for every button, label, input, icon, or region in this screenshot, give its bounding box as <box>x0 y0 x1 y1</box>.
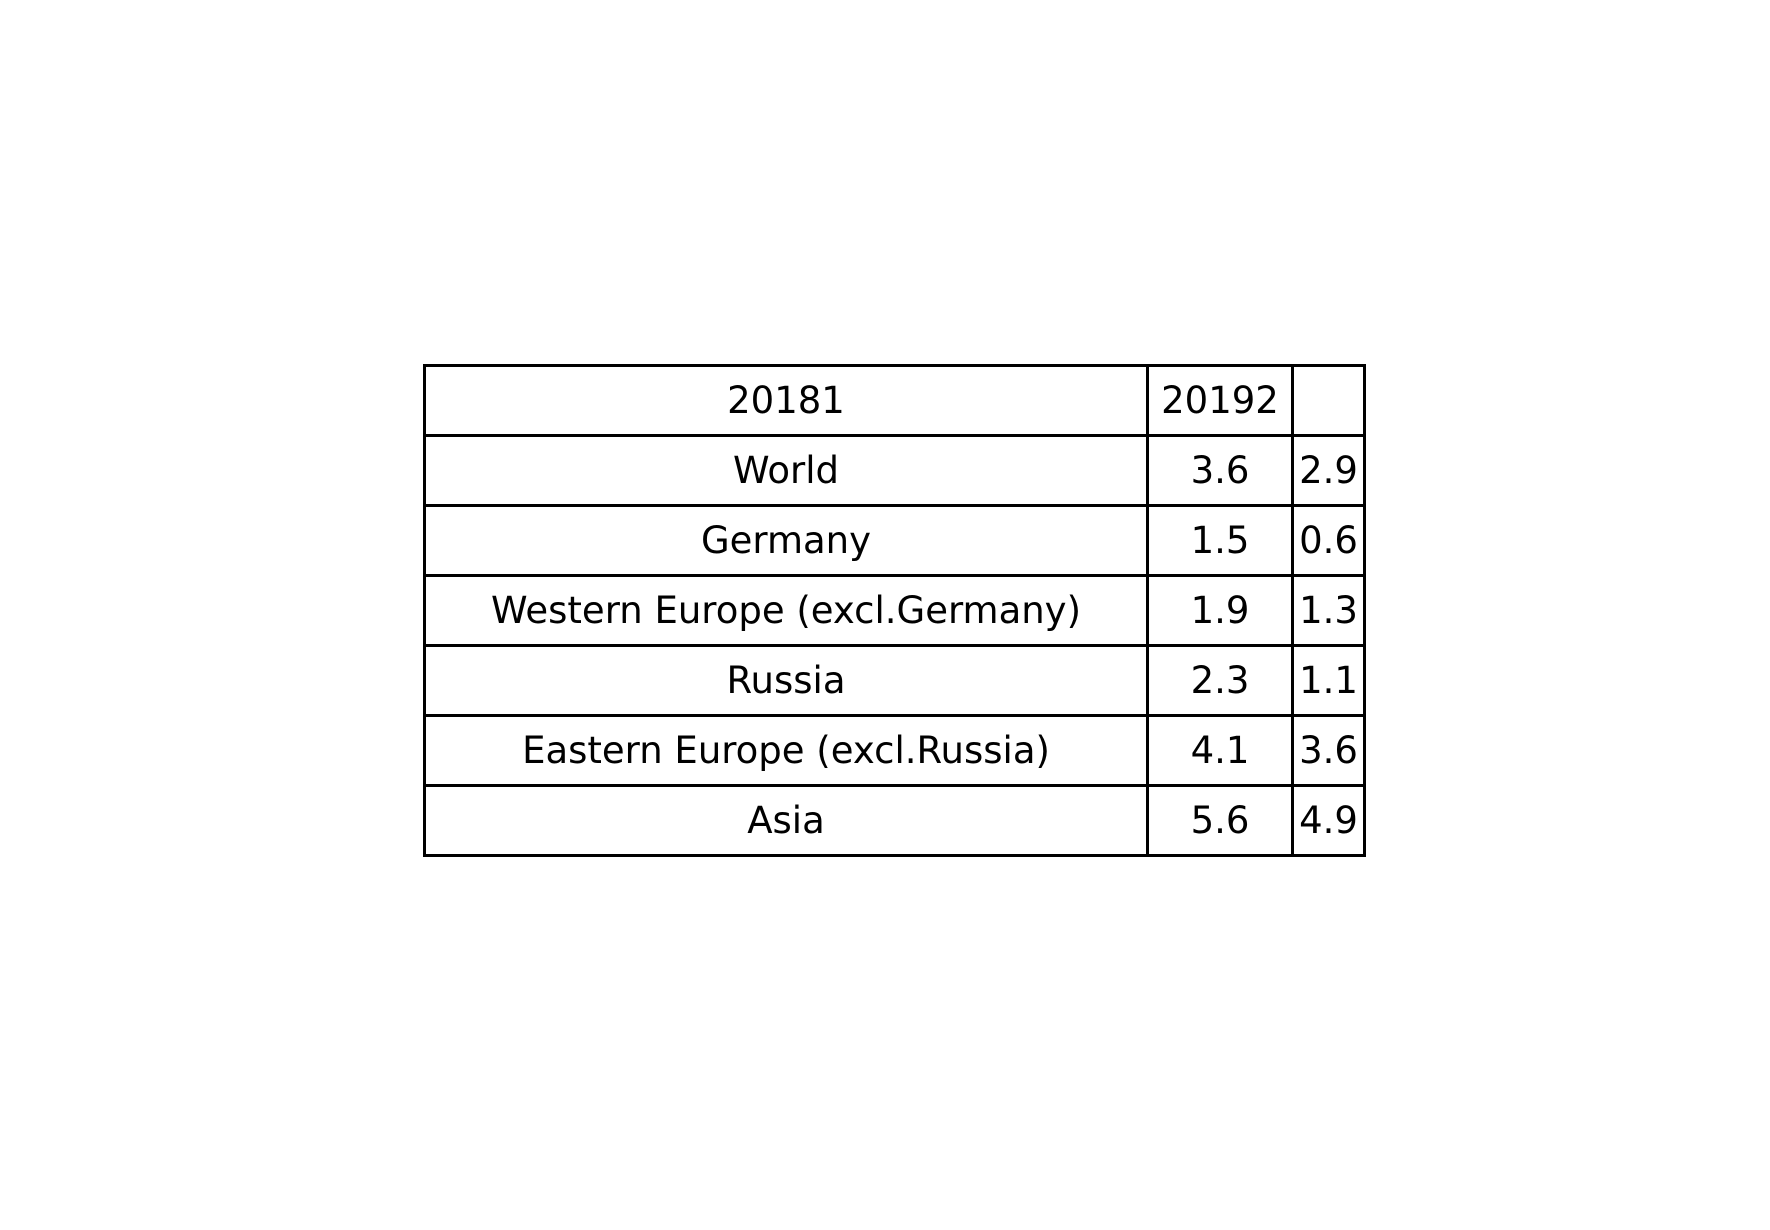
row-label: Russia <box>423 644 1149 717</box>
value-cell: 1.3 <box>1291 574 1366 647</box>
value-cell: 3.6 <box>1146 434 1294 507</box>
row-label: Eastern Europe (excl.Russia) <box>423 714 1149 787</box>
header-cell-1: 20181 <box>423 364 1149 437</box>
value-cell: 2.3 <box>1146 644 1294 717</box>
header-cell-2: 20192 <box>1146 364 1294 437</box>
header-row: 20181 20192 <box>423 364 1366 437</box>
value-cell: 0.6 <box>1291 504 1366 577</box>
value-cell: 5.6 <box>1146 784 1294 857</box>
row-label: Germany <box>423 504 1149 577</box>
value-cell: 1.9 <box>1146 574 1294 647</box>
row-label: Asia <box>423 784 1149 857</box>
value-cell: 3.6 <box>1291 714 1366 787</box>
data-table: 20181 20192 World 3.6 2.9 Germany 1.5 0.… <box>423 364 1366 857</box>
value-cell: 2.9 <box>1291 434 1366 507</box>
value-cell: 4.9 <box>1291 784 1366 857</box>
table-row: Russia 2.3 1.1 <box>423 644 1366 717</box>
table-row: Western Europe (excl.Germany) 1.9 1.3 <box>423 574 1366 647</box>
row-label: Western Europe (excl.Germany) <box>423 574 1149 647</box>
header-cell-3 <box>1291 364 1366 437</box>
table-row: World 3.6 2.9 <box>423 434 1366 507</box>
row-label: World <box>423 434 1149 507</box>
value-cell: 1.1 <box>1291 644 1366 717</box>
value-cell: 4.1 <box>1146 714 1294 787</box>
table-row: Eastern Europe (excl.Russia) 4.1 3.6 <box>423 714 1366 787</box>
value-cell: 1.5 <box>1146 504 1294 577</box>
table-row: Asia 5.6 4.9 <box>423 784 1366 857</box>
table-row: Germany 1.5 0.6 <box>423 504 1366 577</box>
